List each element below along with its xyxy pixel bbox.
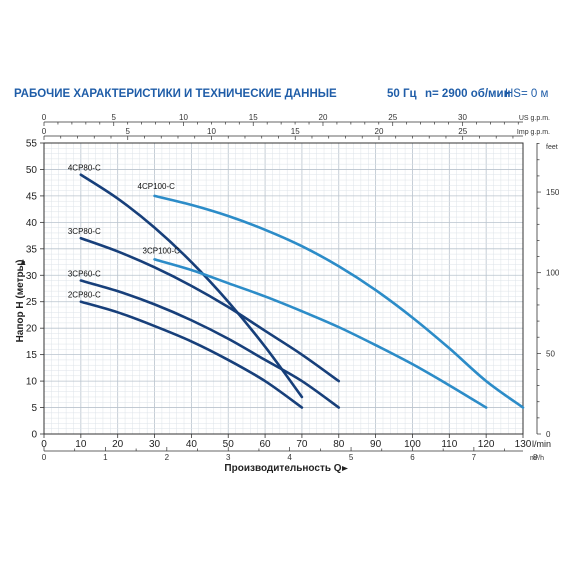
series-4cp100-c-line bbox=[153, 194, 525, 409]
imp-gpm-tick-label: 20 bbox=[375, 127, 384, 136]
series-3cp100-c-label: 3CP100-C bbox=[143, 246, 181, 255]
y-tick-label: 45 bbox=[26, 191, 38, 202]
m3h-tick-label: 1 bbox=[103, 453, 108, 462]
m3h-tick-label: 3 bbox=[226, 453, 231, 462]
series: 4CP80-C 4CP100-C 3CP80-C 3CP100-C 3CP60-C 2CP… bbox=[68, 164, 525, 409]
feet-tick-label: 50 bbox=[546, 349, 555, 358]
speed-label: n= 2900 об/мин bbox=[425, 88, 511, 100]
y-tick-label: 35 bbox=[26, 244, 38, 255]
chart-title: РАБОЧИЕ ХАРАКТЕРИСТИКИ И ТЕХНИЧЕСКИЕ ДАН… bbox=[14, 88, 337, 100]
us-gpm-tick-label: 5 bbox=[112, 113, 117, 122]
imp-gpm-tick-label: 0 bbox=[42, 127, 47, 136]
x-unit-label: l/min bbox=[532, 439, 551, 449]
m3h-tick-label: 6 bbox=[410, 453, 415, 462]
series-3cp100-c-line bbox=[153, 258, 488, 409]
series-3cp80-c-label: 3CP80-C bbox=[68, 227, 101, 236]
imp-gpm-unit-label: Imp g.p.m. bbox=[517, 129, 550, 136]
plot-frame bbox=[43, 142, 524, 435]
y-tick-label: 25 bbox=[26, 297, 38, 308]
y-tick-label: 20 bbox=[26, 324, 38, 335]
x-tick-label: 120 bbox=[478, 439, 495, 450]
x-tick-label: 100 bbox=[404, 439, 421, 450]
feet-tick-label: 150 bbox=[546, 188, 560, 197]
us-gpm-tick-label: 10 bbox=[179, 113, 188, 122]
chart-header: РАБОЧИЕ ХАРАКТЕРИСТИКИ И ТЕХНИЧЕСКИЕ ДАН… bbox=[14, 88, 562, 108]
m3h-tick-label: 2 bbox=[165, 453, 170, 462]
feet-unit-label: feet bbox=[546, 144, 558, 151]
x-tick-label: 80 bbox=[333, 439, 345, 450]
x-tick-label: 70 bbox=[296, 439, 308, 450]
x-axis-arrow-icon bbox=[342, 466, 348, 471]
imp-gpm-tick-label: 5 bbox=[126, 127, 131, 136]
feet-tick-label: 0 bbox=[546, 430, 551, 439]
x-tick-label: 20 bbox=[112, 439, 124, 450]
m3h-unit-label: m³/h bbox=[530, 455, 544, 462]
y-tick-label: 0 bbox=[31, 430, 37, 441]
x-tick-label: 30 bbox=[149, 439, 161, 450]
series-4cp80-c-label: 4CP80-C bbox=[68, 164, 101, 173]
m3h-tick-label: 4 bbox=[287, 453, 292, 462]
imp-gpm-tick-label: 10 bbox=[207, 127, 216, 136]
suction-height-label: HS= 0 м bbox=[505, 88, 549, 100]
y-tick-label: 40 bbox=[26, 218, 38, 229]
feet-tick-label: 100 bbox=[546, 269, 560, 278]
y-axis-title: Напор H (метры) bbox=[15, 260, 26, 343]
series-3cp80-c-line bbox=[79, 236, 341, 383]
x-axis-title: Производительность Q bbox=[224, 463, 341, 474]
y-tick-label: 30 bbox=[26, 271, 38, 282]
x-tick-label: 60 bbox=[260, 439, 272, 450]
imp-gpm-tick-label: 15 bbox=[291, 127, 300, 136]
frequency-label: 50 Гц bbox=[387, 88, 417, 100]
series-2cp80-c-line bbox=[79, 300, 304, 409]
us-gpm-unit-label: US g.p.m. bbox=[519, 115, 550, 122]
grid bbox=[43, 142, 524, 435]
x-tick-label: 50 bbox=[223, 439, 235, 450]
x-tick-label: 10 bbox=[75, 439, 87, 450]
y-tick-label: 55 bbox=[26, 139, 38, 150]
x-tick-label: 90 bbox=[370, 439, 382, 450]
m3h-tick-label: 7 bbox=[472, 453, 477, 462]
series-2cp80-c-label: 2CP80-C bbox=[68, 291, 101, 300]
us-gpm-tick-label: 25 bbox=[388, 113, 397, 122]
us-gpm-tick-label: 20 bbox=[319, 113, 328, 122]
m3h-tick-label: 0 bbox=[42, 453, 47, 462]
y-tick-label: 5 bbox=[31, 403, 37, 414]
us-gpm-tick-label: 30 bbox=[458, 113, 467, 122]
y-tick-label: 50 bbox=[26, 165, 38, 176]
x-tick-label: 130 bbox=[515, 439, 532, 450]
series-4cp80-c-line bbox=[79, 173, 304, 399]
x-tick-label: 40 bbox=[186, 439, 198, 450]
us-gpm-tick-label: 0 bbox=[42, 113, 47, 122]
series-4cp100-c-label: 4CP100-C bbox=[138, 182, 176, 191]
y-tick-label: 15 bbox=[26, 350, 38, 361]
m3h-tick-label: 5 bbox=[349, 453, 354, 462]
x-tick-label: 110 bbox=[441, 439, 457, 450]
y-tick-label: 10 bbox=[26, 377, 38, 388]
series-3cp60-c-label: 3CP60-C bbox=[68, 270, 101, 279]
imp-gpm-tick-label: 25 bbox=[458, 127, 467, 136]
m3h-tick-label: 8 bbox=[533, 453, 538, 462]
series-3cp60-c-line bbox=[79, 279, 341, 409]
x-tick-label: 0 bbox=[41, 439, 47, 450]
us-gpm-tick-label: 15 bbox=[249, 113, 258, 122]
y-axis-arrow-icon bbox=[20, 259, 26, 265]
